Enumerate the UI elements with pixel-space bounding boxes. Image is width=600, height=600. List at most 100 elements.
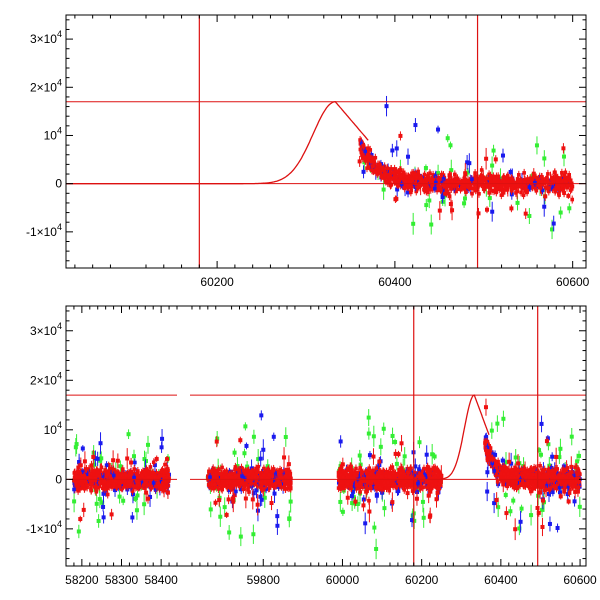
data-point: [509, 179, 514, 183]
data-point: [385, 173, 389, 177]
data-point: [439, 172, 444, 177]
data-point: [144, 467, 149, 472]
data-point: [401, 173, 406, 178]
data-point: [555, 177, 559, 182]
data-point: [431, 187, 435, 191]
data-point: [425, 177, 430, 181]
data-point: [388, 171, 393, 176]
data-point: [502, 179, 506, 183]
data-point: [144, 490, 149, 495]
data-point: [464, 190, 468, 195]
data-point: [427, 198, 432, 203]
data-point: [553, 170, 557, 174]
data-point: [227, 530, 232, 535]
data-point: [505, 175, 509, 180]
data-point: [369, 159, 374, 164]
data-point: [388, 183, 393, 188]
data-point: [494, 187, 499, 192]
data-point: [399, 174, 403, 179]
data-point: [427, 177, 432, 181]
data-point: [266, 467, 271, 472]
data-point: [119, 471, 124, 476]
data-point: [78, 463, 83, 468]
data-point: [554, 187, 558, 191]
data-point: [425, 187, 429, 192]
data-point: [465, 160, 470, 165]
data-point: [144, 472, 149, 477]
data-point: [562, 173, 567, 177]
data-point: [487, 191, 491, 195]
data-point: [92, 462, 97, 467]
data-point: [534, 188, 539, 193]
top-panel: 3×104 2×104 104 0 -1×104 60200 60400 60600: [26, 14, 590, 289]
data-point: [89, 488, 93, 493]
data-point: [393, 197, 398, 202]
data-point: [140, 481, 144, 485]
data-point: [395, 187, 400, 192]
data-point: [255, 502, 260, 507]
data-point: [422, 172, 427, 177]
data-point: [88, 476, 93, 481]
data-point: [435, 179, 440, 183]
data-point: [550, 227, 555, 232]
data-point: [136, 469, 140, 473]
data-point: [421, 176, 426, 180]
data-point: [429, 222, 434, 227]
data-point: [515, 179, 520, 183]
data-point: [396, 178, 401, 183]
top-plot-area: [66, 15, 586, 268]
data-point: [144, 480, 149, 484]
data-point: [525, 184, 530, 189]
data-point: [559, 176, 563, 180]
data-point: [93, 483, 97, 488]
data-point: [377, 169, 381, 174]
data-point: [463, 171, 467, 175]
data-point: [235, 464, 240, 469]
data-point: [94, 473, 98, 478]
data-point: [251, 532, 256, 537]
data-point: [164, 480, 168, 484]
data-point: [214, 439, 219, 444]
data-point: [216, 467, 221, 472]
data-point: [245, 464, 250, 469]
data-point: [93, 476, 98, 481]
data-point: [366, 146, 370, 150]
data-point: [95, 456, 100, 461]
data-point: [359, 150, 364, 155]
data-point: [509, 206, 514, 211]
data-point: [409, 188, 414, 193]
data-point: [505, 173, 510, 178]
data-point: [131, 454, 136, 459]
data-point: [151, 460, 156, 465]
data-point: [136, 481, 141, 485]
data-point: [523, 189, 527, 193]
data-point: [159, 445, 164, 450]
data-point: [462, 175, 467, 179]
data-point: [546, 172, 550, 176]
data-point: [145, 442, 150, 447]
data-point: [435, 188, 439, 193]
data-point: [109, 467, 114, 471]
data-point: [261, 447, 266, 452]
data-point: [102, 474, 106, 479]
data-point: [481, 180, 485, 185]
data-point: [130, 486, 134, 491]
data-point: [512, 180, 516, 185]
data-point: [127, 482, 132, 487]
data-point: [465, 170, 470, 175]
data-point: [371, 169, 376, 173]
data-point: [132, 481, 136, 486]
data-point: [394, 169, 399, 173]
data-point: [392, 179, 396, 184]
data-point: [543, 194, 548, 199]
data-point: [523, 183, 528, 188]
data-point: [153, 475, 157, 479]
data-point: [93, 456, 98, 461]
data-point: [152, 463, 157, 468]
data-point: [129, 469, 133, 474]
data-point: [124, 478, 128, 483]
data-point: [569, 182, 574, 187]
data-point: [213, 500, 218, 505]
data-point: [126, 432, 131, 437]
data-point: [449, 168, 454, 173]
